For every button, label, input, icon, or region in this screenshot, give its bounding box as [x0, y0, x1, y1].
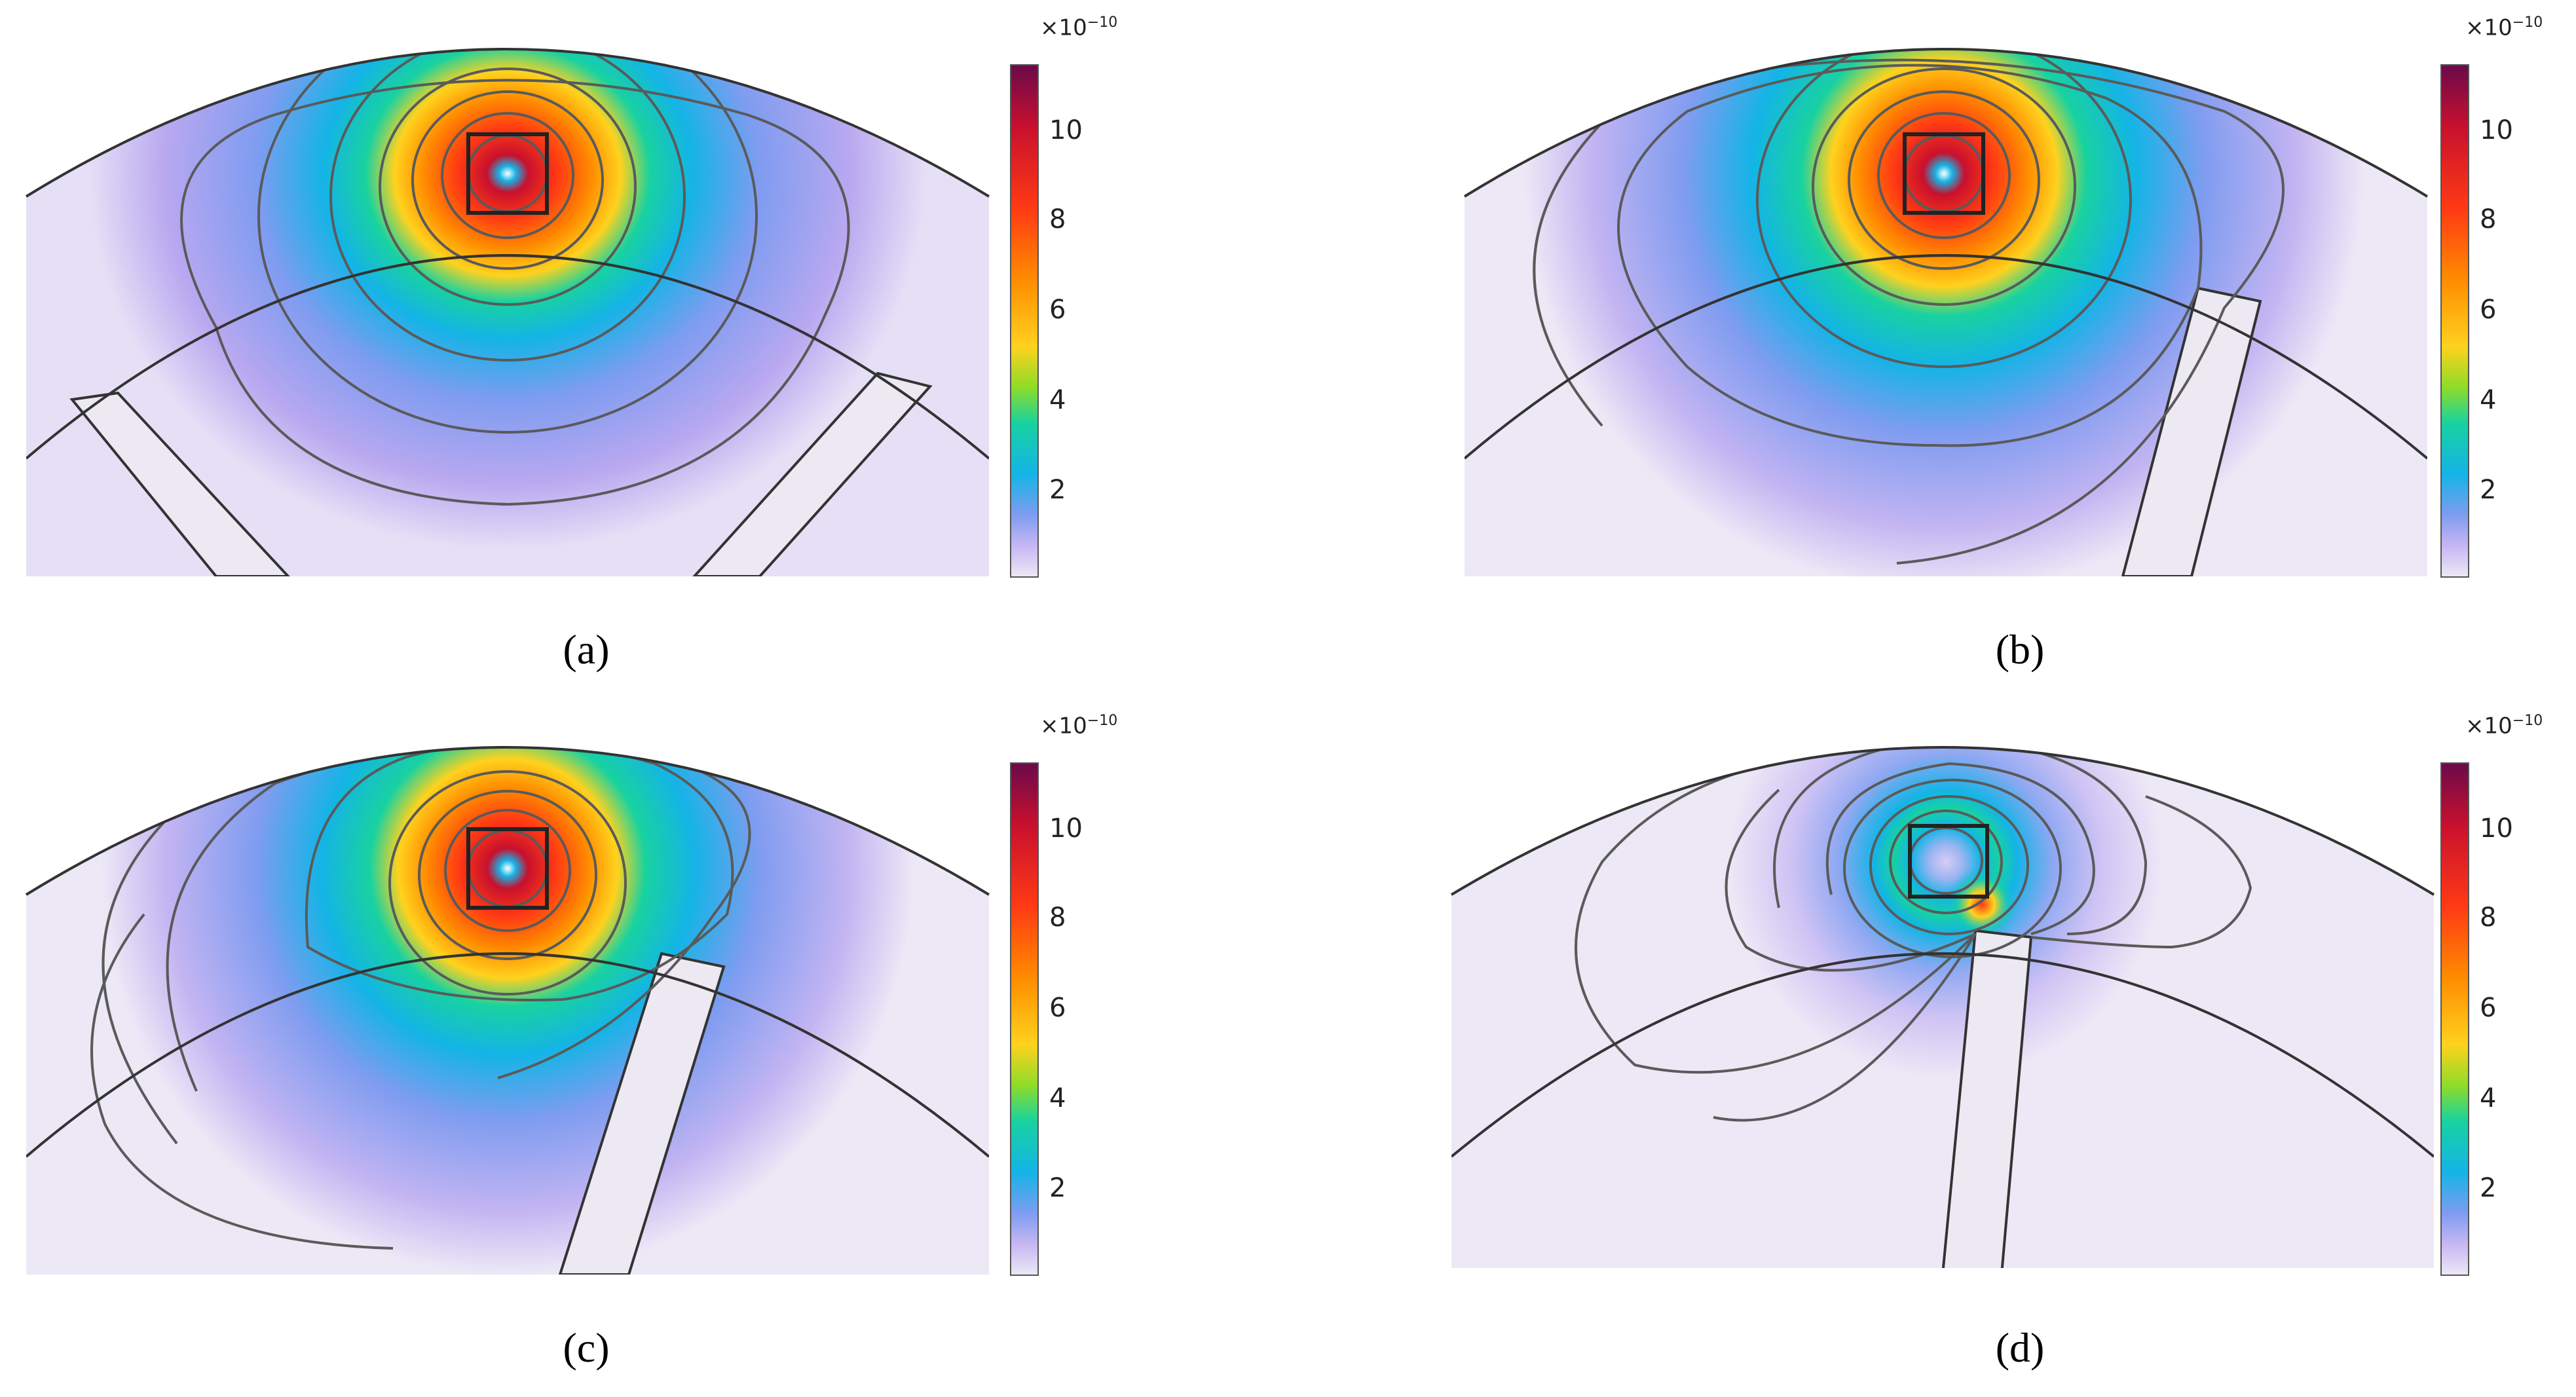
exponent-power: −10 — [1087, 14, 1118, 31]
exponent-power: −10 — [2512, 14, 2543, 31]
colorbar-tick: 8 — [1049, 204, 1066, 234]
colorbar-exponent-c: ×10−10 — [1040, 713, 1117, 739]
colorbar-exponent-d: ×10−10 — [2465, 713, 2543, 739]
colorbar-tick: 2 — [2480, 1173, 2497, 1203]
panel-a: (a) ×10−10 10 8 6 4 2 — [0, 0, 1288, 698]
exponent-prefix: ×10 — [1040, 713, 1087, 739]
panel-b: (b) ×10−10 10 8 6 4 2 — [1438, 0, 2576, 698]
field-plot-d — [1450, 746, 2435, 1268]
exponent-prefix: ×10 — [2465, 713, 2512, 739]
panel-label-a: (a) — [563, 626, 610, 673]
colorbar-tick: 4 — [1049, 385, 1066, 415]
exponent-power: −10 — [1087, 713, 1118, 729]
colorbar-tick: 6 — [2480, 993, 2497, 1023]
colorbar-tick: 8 — [1049, 903, 1066, 933]
colorbar-tick: 2 — [1049, 1173, 1066, 1203]
field-plot-a — [25, 48, 990, 576]
colorbar-tick: 6 — [1049, 295, 1066, 325]
colorbar-exponent-a: ×10−10 — [1040, 14, 1117, 41]
panel-label-d: (d) — [1995, 1324, 2045, 1371]
exponent-prefix: ×10 — [1040, 14, 1087, 41]
colorbar-d — [2440, 762, 2469, 1276]
colorbar-tick: 4 — [2480, 385, 2497, 415]
colorbar-exponent-b: ×10−10 — [2465, 14, 2543, 41]
colorbar-tick: 10 — [2480, 813, 2513, 844]
colorbar-tick: 8 — [2480, 204, 2497, 234]
colorbar-tick: 8 — [2480, 903, 2497, 933]
colorbar-tick: 10 — [2480, 115, 2513, 145]
colorbar-tick: 4 — [1049, 1083, 1066, 1113]
panel-d: (d) ×10−10 10 8 6 4 2 — [1438, 698, 2576, 1397]
field-plot-b — [1463, 48, 2429, 576]
panel-label-b: (b) — [1995, 626, 2045, 673]
colorbar-tick: 6 — [2480, 295, 2497, 325]
panel-c: (c) ×10−10 10 8 6 4 2 — [0, 698, 1288, 1397]
colorbar-tick: 10 — [1049, 813, 1083, 844]
colorbar-a — [1010, 64, 1039, 578]
exponent-prefix: ×10 — [2465, 14, 2512, 41]
field-plot-c — [25, 746, 990, 1275]
colorbar-tick: 6 — [1049, 993, 1066, 1023]
panel-label-c: (c) — [563, 1324, 610, 1371]
colorbar-c — [1010, 762, 1039, 1276]
colorbar-b — [2440, 64, 2469, 578]
colorbar-tick: 10 — [1049, 115, 1083, 145]
exponent-power: −10 — [2512, 713, 2543, 729]
colorbar-tick: 2 — [2480, 475, 2497, 505]
colorbar-tick: 4 — [2480, 1083, 2497, 1113]
colorbar-tick: 2 — [1049, 475, 1066, 505]
